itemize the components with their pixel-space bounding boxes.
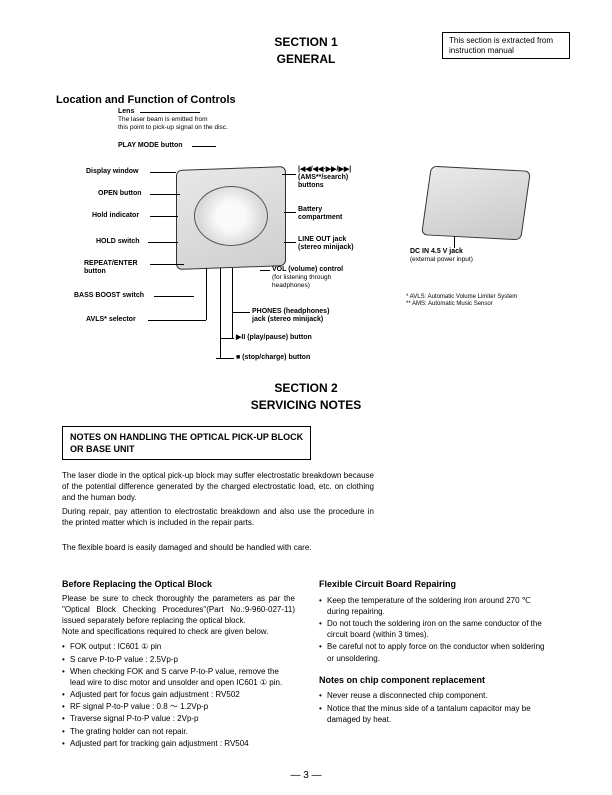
label-dcin: DC IN 4.5 V jack (external power input) <box>410 248 473 264</box>
list-item: Adjusted part for focus gain adjustment … <box>62 689 295 700</box>
label-avls: AVLS* selector <box>86 316 136 324</box>
label-hold-sw: HOLD switch <box>96 238 140 246</box>
page-number: — 3 — <box>0 770 612 781</box>
paragraph-3: The flexible board is easily damaged and… <box>62 542 374 553</box>
footnote-avls-ams: * AVLS: Automatic Volume Limiter System … <box>406 294 517 308</box>
label-display: Display window <box>86 168 139 176</box>
list-item: The grating holder can not repair. <box>62 726 295 737</box>
list-item: Be careful not to apply force on the con… <box>319 641 552 663</box>
list-item: Adjusted part for tracking gain adjustme… <box>62 738 295 749</box>
col-right-list-1: Keep the temperature of the soldering ir… <box>319 595 552 664</box>
notes-line1: NOTES ON HANDLING THE OPTICAL PICK-UP BL… <box>70 431 303 443</box>
col-left-list: FOK output : IC601 ① pin S carve P-to-P … <box>62 641 295 749</box>
section-1-num: SECTION 1 <box>0 34 612 51</box>
col-left-para: Please be sure to check thoroughly the p… <box>62 593 295 627</box>
label-ams: |◀◀/◀◀·▶▶/▶▶| (AMS**/search) buttons <box>298 166 351 190</box>
list-item: Never reuse a disconnected chip componen… <box>319 690 552 701</box>
paragraph-2: During repair, pay attention to electros… <box>62 506 374 528</box>
list-item: Notice that the minus side of a tantalum… <box>319 703 552 725</box>
list-item: When checking FOK and S carve P-to-P val… <box>62 666 295 688</box>
label-battery: Batterycompartment <box>298 206 342 222</box>
label-stop: ■ (stop/charge) button <box>236 354 310 362</box>
two-column-area: Before Replacing the Optical Block Pleas… <box>62 578 552 750</box>
list-item: FOK output : IC601 ① pin <box>62 641 295 652</box>
column-right: Flexible Circuit Board Repairing Keep th… <box>319 578 552 750</box>
diagram-area: Lens The laser beam is emitted from this… <box>56 108 556 368</box>
location-title: Location and Function of Controls <box>56 94 236 106</box>
section-2-title: SERVICING NOTES <box>0 397 612 414</box>
label-phones: PHONES (headphones)jack (stereo minijack… <box>252 308 329 324</box>
list-item: Keep the temperature of the soldering ir… <box>319 595 552 617</box>
section-2-num: SECTION 2 <box>0 380 612 397</box>
device-side-illustration <box>426 168 526 238</box>
section-2-header: SECTION 2 SERVICING NOTES <box>0 380 612 414</box>
list-item: Do not touch the soldering iron on the s… <box>319 618 552 640</box>
section-1-header: SECTION 1 GENERAL <box>0 34 612 68</box>
col-left-heading: Before Replacing the Optical Block <box>62 578 295 591</box>
label-repeat: REPEAT/ENTERbutton <box>84 260 138 276</box>
label-bass: BASS BOOST switch <box>74 292 144 300</box>
list-item: Traverse signal P-to-P value : 2Vp-p <box>62 713 295 724</box>
col-left-para2: Note and specifications required to chec… <box>62 626 295 637</box>
list-item: S carve P-to-P value : 2.5Vp-p <box>62 654 295 665</box>
label-playpause: ▶II (play/pause) button <box>236 334 312 342</box>
paragraph-1: The laser diode in the optical pick-up b… <box>62 470 374 504</box>
device-top-illustration <box>176 168 286 268</box>
label-lineout: LINE OUT jack(stereo minijack) <box>298 236 354 252</box>
section-1-title: GENERAL <box>0 51 612 68</box>
label-hold-ind: Hold indicator <box>92 212 139 220</box>
col-right-heading-1: Flexible Circuit Board Repairing <box>319 578 552 591</box>
label-open: OPEN button <box>98 190 142 198</box>
col-right-heading-2: Notes on chip component replacement <box>319 674 552 687</box>
column-left: Before Replacing the Optical Block Pleas… <box>62 578 295 750</box>
notes-handling-box: NOTES ON HANDLING THE OPTICAL PICK-UP BL… <box>62 426 311 460</box>
notes-line2: OR BASE UNIT <box>70 443 303 455</box>
list-item: RF signal P-to-P value : 0.8 ～ 1.2Vp-p <box>62 701 295 712</box>
label-vol: VOL (volume) control (for listening thro… <box>272 266 343 289</box>
label-play-mode: PLAY MODE button <box>118 142 183 150</box>
col-right-list-2: Never reuse a disconnected chip componen… <box>319 690 552 725</box>
